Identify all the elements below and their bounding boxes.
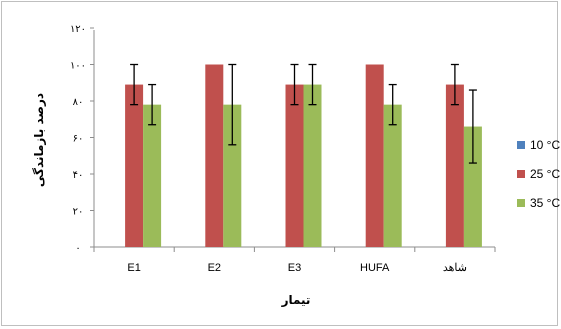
y-tick-label: ۲۰	[73, 207, 84, 218]
bar	[143, 104, 162, 248]
x-tick-label: E2	[208, 262, 221, 274]
y-tick-label: ۶۰	[73, 134, 84, 145]
x-axis-ticks: E1 E2 E3 HUFA شاهد	[93, 247, 496, 274]
y-tick-label: ۱۰۰	[70, 61, 86, 72]
bar	[365, 64, 384, 247]
bar	[285, 84, 304, 247]
legend-label: 25 °C	[530, 167, 560, 181]
bar	[303, 84, 322, 247]
y-axis-ticks: ۰ ۲۰ ۴۰ ۶۰ ۸۰ ۱۰۰ ۱۲۰	[70, 24, 94, 254]
error-bar	[228, 63, 237, 146]
legend-swatch	[517, 141, 525, 149]
y-axis-title: درصد بازماندگی	[32, 93, 46, 187]
y-tick-label: ۴۰	[73, 170, 84, 181]
bar	[445, 84, 464, 247]
bar-series	[125, 64, 482, 248]
legend-label: 10 °C	[530, 138, 560, 152]
bar	[463, 126, 482, 247]
y-tick-label: ۱۲۰	[70, 24, 86, 35]
legend: 10 °C 25 °C 35 °C	[517, 138, 560, 210]
bar	[223, 104, 242, 248]
legend-swatch	[517, 199, 525, 207]
error-bar	[308, 63, 317, 106]
legend-label: 35 °C	[530, 196, 560, 210]
x-tick-label: HUFA	[360, 262, 390, 274]
error-bar	[290, 63, 299, 106]
x-axis-title: تیمار	[281, 293, 311, 307]
error-bar	[468, 89, 477, 164]
bar	[383, 104, 402, 248]
error-bar	[130, 63, 139, 106]
legend-swatch	[517, 170, 525, 178]
y-tick-label: ۸۰	[73, 97, 84, 108]
bar	[205, 64, 224, 247]
error-bar	[388, 83, 397, 126]
x-tick-label: شاهد	[443, 262, 467, 274]
y-tick-label: ۰	[75, 243, 80, 254]
bar	[125, 84, 144, 247]
error-bars	[130, 63, 477, 164]
x-tick-label: E3	[288, 262, 301, 274]
error-bar	[148, 83, 157, 126]
x-tick-label: E1	[127, 262, 140, 274]
error-bar	[450, 63, 459, 106]
